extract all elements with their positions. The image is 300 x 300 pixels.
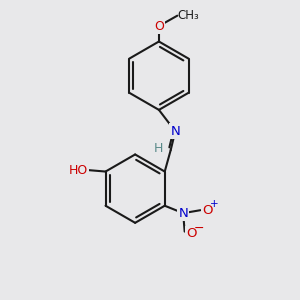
- Text: N: N: [178, 207, 188, 220]
- Text: CH₃: CH₃: [177, 9, 199, 22]
- Text: O: O: [186, 226, 196, 240]
- Text: HO: HO: [68, 164, 88, 177]
- Text: +: +: [210, 199, 219, 209]
- Text: O: O: [154, 20, 164, 33]
- Text: N: N: [170, 125, 180, 138]
- Text: −: −: [194, 222, 204, 235]
- Text: H: H: [154, 142, 163, 155]
- Text: O: O: [202, 204, 212, 217]
